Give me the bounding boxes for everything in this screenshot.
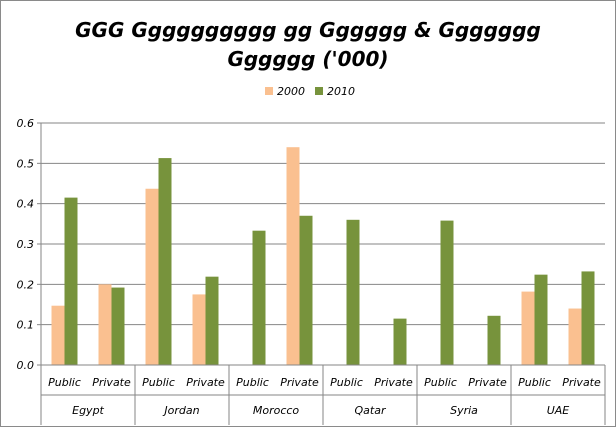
x-tick-label: Private (562, 376, 601, 389)
bar-qatar-public-2010 (346, 219, 360, 365)
bar-egypt-private-2010 (111, 287, 125, 365)
bar-morocco-private-2010 (299, 215, 313, 365)
group-label-uae: UAE (547, 404, 570, 417)
x-tick-label: Private (374, 376, 413, 389)
bar-uae-private-2010 (581, 271, 595, 365)
legend-swatch-2010 (315, 87, 323, 95)
chart-title-line-2: Gggggg ('000) (227, 47, 389, 71)
x-tick-label: Public (48, 376, 81, 389)
legend-swatch-2000 (265, 87, 273, 95)
x-tick-label: Private (186, 376, 225, 389)
bar-syria-private-2010 (487, 315, 501, 365)
chart-title-line-1: GGG Gggggggggg gg Gggggg & Ggggggg (75, 18, 541, 42)
bar-jordan-public-2010 (158, 158, 172, 365)
x-tick-label: Public (518, 376, 551, 389)
group-label-syria: Syria (450, 404, 478, 417)
bar-egypt-private-2000 (98, 284, 112, 365)
y-tick-label: 0.2 (17, 278, 35, 291)
bar-uae-public-2010 (534, 274, 548, 365)
bar-uae-public-2000 (521, 291, 535, 365)
bar-qatar-private-2010 (393, 318, 407, 365)
y-tick-label: 0.3 (17, 238, 35, 251)
group-label-qatar: Qatar (355, 404, 387, 417)
bar-uae-private-2000 (568, 308, 582, 365)
bar-syria-public-2010 (440, 220, 454, 365)
y-tick-label: 0.4 (17, 198, 35, 211)
y-tick-label: 0.1 (17, 319, 35, 332)
x-tick-label: Public (330, 376, 363, 389)
y-tick-label: 0.0 (17, 359, 35, 372)
bar-morocco-private-2000 (286, 147, 300, 365)
legend-label-2000: 2000 (277, 85, 305, 98)
x-tick-label: Private (468, 376, 507, 389)
bar-jordan-public-2000 (145, 188, 159, 365)
x-tick-label: Public (142, 376, 175, 389)
bar-jordan-private-2010 (205, 276, 219, 365)
x-tick-label: Private (280, 376, 319, 389)
bar-egypt-public-2000 (51, 305, 65, 365)
group-label-morocco: Morocco (253, 404, 300, 417)
group-label-jordan: Jordan (162, 404, 199, 417)
x-tick-label: Public (424, 376, 457, 389)
group-label-egypt: Egypt (72, 404, 104, 417)
bar-egypt-public-2010 (64, 197, 78, 365)
legend-label-2010: 2010 (327, 85, 355, 98)
y-tick-label: 0.6 (17, 117, 35, 130)
x-tick-label: Private (92, 376, 131, 389)
bar-jordan-private-2000 (192, 294, 206, 365)
x-tick-label: Public (236, 376, 269, 389)
bar-morocco-public-2010 (252, 230, 266, 365)
y-tick-label: 0.5 (17, 157, 35, 170)
